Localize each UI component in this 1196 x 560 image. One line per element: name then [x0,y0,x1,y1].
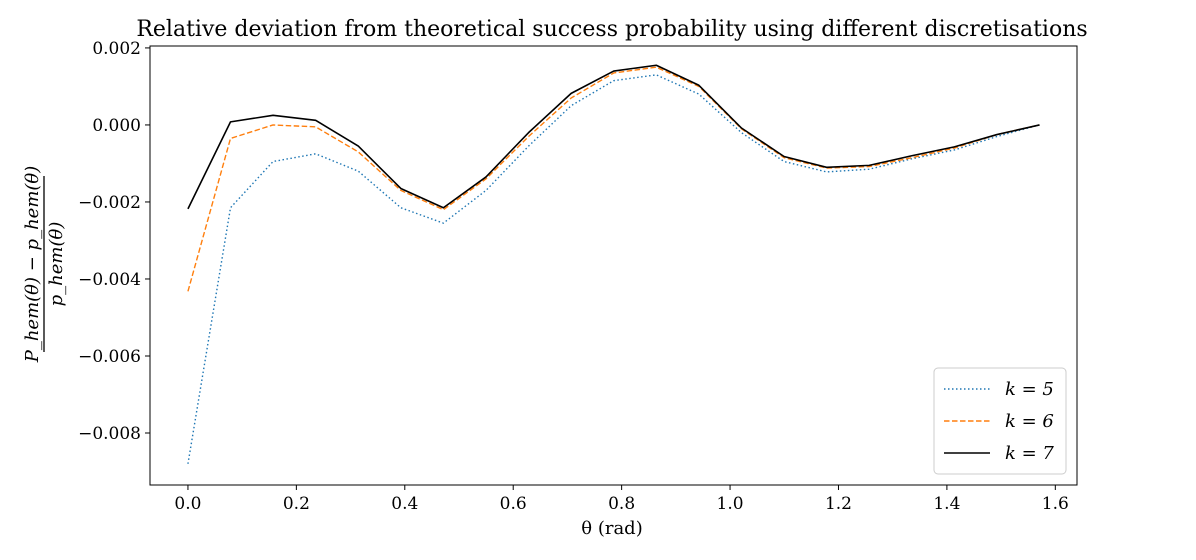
y-tick-label: 0.000 [92,116,141,136]
y-tick-label: −0.004 [78,270,141,290]
series-line-k6 [187,66,1040,292]
y-tick-label: 0.002 [92,39,141,59]
x-axis-label: θ (rad) [581,518,642,539]
x-axis: 0.0 0.2 0.4 0.6 0.8 1.0 1.2 1.4 1.6 [174,485,1069,514]
legend-label-k6: k = 6 [1005,411,1054,432]
series-line-k5 [187,74,1040,464]
x-tick-label: 1.4 [933,494,960,514]
y-axis-label: P_hem(θ) − p_hem(θ) p_hem(θ) [22,166,67,364]
x-tick-label: 1.2 [825,494,852,514]
x-tick-label: 1.0 [717,494,744,514]
chart-title: Relative deviation from theoretical succ… [136,17,1087,42]
legend-label-k5: k = 5 [1005,379,1054,400]
x-tick-label: 0.6 [500,494,527,514]
legend: k = 5 k = 6 k = 7 [933,367,1067,475]
series-layer [187,64,1040,464]
y-axis-label-numerator: P_hem(θ) − p_hem(θ) [22,166,43,364]
plot-frame [149,45,1078,486]
x-tick-label: 0.4 [391,494,418,514]
y-tick-label: −0.006 [78,347,141,367]
legend-label-k7: k = 7 [1005,443,1054,464]
x-tick-label: 0.0 [174,494,201,514]
legend-box [933,367,1067,475]
y-axis-label-denominator: p_hem(θ) [46,222,67,307]
y-axis: 0.002 0.000 −0.002 −0.004 −0.006 −0.008 [78,39,150,444]
y-tick-label: −0.008 [78,424,141,444]
y-tick-label: −0.002 [78,193,141,213]
x-tick-label: 0.8 [608,494,635,514]
x-tick-label: 0.2 [283,494,310,514]
series-line-k7 [187,64,1040,210]
x-tick-label: 1.6 [1042,494,1069,514]
